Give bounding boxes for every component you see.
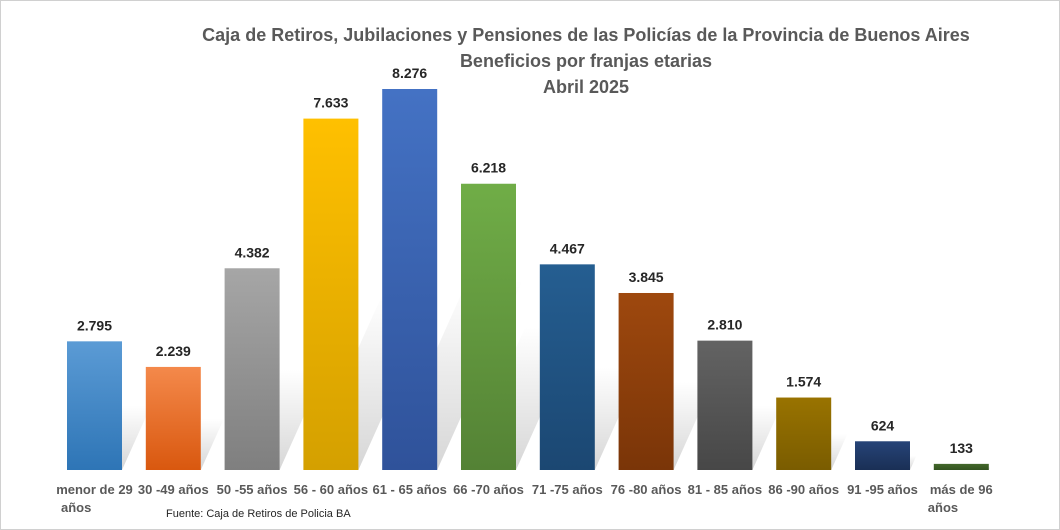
bar xyxy=(303,118,359,470)
bar xyxy=(539,264,595,470)
category-label: 66 -70 años xyxy=(453,482,524,497)
data-label: 4.382 xyxy=(235,244,270,260)
bar xyxy=(776,397,832,470)
data-labels: 2.795 2.239 4.382 7.633 8.276 6.218 4.467 3.845… xyxy=(77,65,973,456)
source-note: Fuente: Caja de Retiros de Policia BA xyxy=(166,508,351,520)
category-label: 91 -95 años xyxy=(847,482,918,497)
title-line-1: Caja de Retiros, Jubilaciones y Pensione… xyxy=(202,25,970,45)
bar xyxy=(224,268,280,470)
data-label: 7.633 xyxy=(313,95,348,111)
data-label: 3.845 xyxy=(629,269,664,285)
data-label: 2.239 xyxy=(156,343,191,359)
bar xyxy=(67,341,122,470)
data-label: 624 xyxy=(871,417,895,433)
category-label: años xyxy=(928,500,958,515)
bar xyxy=(382,89,438,470)
category-labels: menor de 29 años 30 -49 años 50 -55 años 56 … xyxy=(56,482,993,515)
bar-shadows xyxy=(67,279,991,470)
bar xyxy=(618,292,674,470)
category-label: 86 -90 años xyxy=(768,482,839,497)
bar xyxy=(933,463,989,470)
data-label: 1.574 xyxy=(786,374,821,390)
category-label: 61 - 65 años xyxy=(372,482,446,497)
data-label: 4.467 xyxy=(550,240,585,256)
category-label: 56 - 60 años xyxy=(294,482,368,497)
data-label: 6.218 xyxy=(471,160,506,176)
bar xyxy=(145,366,201,470)
category-label: 50 -55 años xyxy=(217,482,288,497)
data-label: 2.795 xyxy=(77,317,112,333)
bar xyxy=(855,441,910,470)
bar xyxy=(697,340,753,470)
category-label: 30 -49 años xyxy=(138,482,209,497)
chart-title: Caja de Retiros, Jubilaciones y Pensione… xyxy=(202,25,970,97)
title-line-2: Beneficios por franjas etarias xyxy=(460,51,712,71)
data-label: 8.276 xyxy=(392,65,427,81)
category-label: 81 - 85 años xyxy=(688,482,762,497)
data-label: 2.810 xyxy=(707,317,742,333)
category-label: más de 96 xyxy=(930,482,993,497)
title-line-3: Abril 2025 xyxy=(543,77,629,97)
bars xyxy=(67,89,989,470)
category-label: 76 -80 años xyxy=(611,482,682,497)
category-label: 71 -75 años xyxy=(532,482,603,497)
data-label: 133 xyxy=(950,440,974,456)
category-label: años xyxy=(61,500,91,515)
bar xyxy=(461,183,516,470)
category-label: menor de 29 xyxy=(56,482,133,497)
